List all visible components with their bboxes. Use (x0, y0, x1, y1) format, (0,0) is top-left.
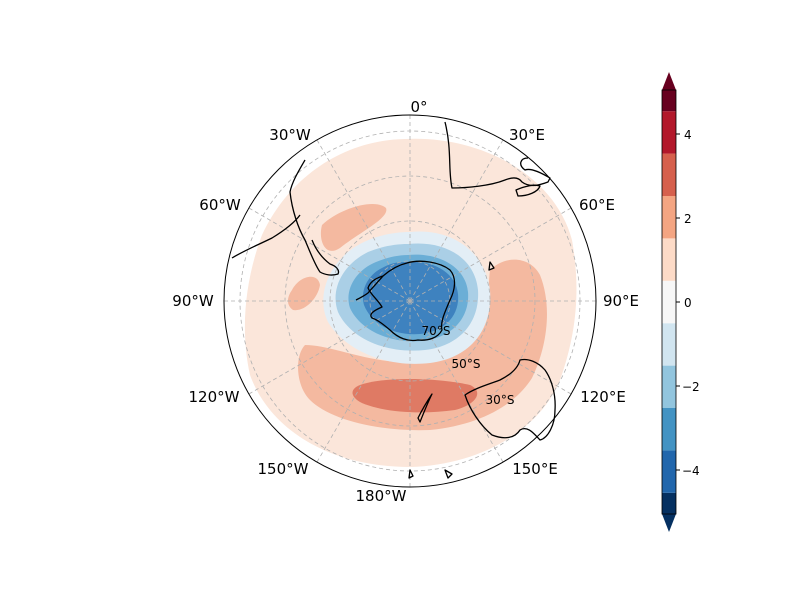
lon-label-90e: 90°E (603, 292, 639, 310)
lat-label-50s: 50°S (452, 357, 481, 371)
colorbar-segment (662, 492, 676, 514)
colorbar-segments (662, 90, 676, 514)
lon-label-30e: 30°E (509, 126, 545, 144)
colorbar-label-2: 2 (684, 212, 692, 226)
meridian-line (409, 300, 504, 463)
lon-label-150w: 150°W (258, 460, 309, 478)
colorbar-label-neg4: −4 (682, 464, 700, 478)
colorbar-segment (662, 408, 676, 451)
colorbar-ticks (676, 133, 680, 471)
coast-antarctica (367, 260, 456, 342)
colorbar-label-0: 0 (684, 296, 692, 310)
meridian-line (248, 300, 411, 395)
coast-south-america (289, 159, 340, 276)
colorbar-segment (662, 323, 676, 366)
colorbar-segment (662, 90, 676, 112)
latitude-labels: 70°S 50°S 30°S (422, 324, 515, 407)
contour-positive-lobe-west (320, 204, 387, 251)
colorbar-max-extend (662, 72, 676, 90)
colorbar-label-neg2: −2 (682, 380, 700, 394)
parallel-30s (284, 175, 536, 427)
coast-australia (464, 358, 556, 441)
contour-positive-lobe-90w (288, 276, 320, 311)
lon-label-60e: 60°E (579, 196, 615, 214)
lon-label-180w: 180°W (356, 487, 407, 505)
coast-new-zealand (408, 393, 433, 479)
longitude-labels: 0° 30°E 60°E 90°E 120°E 150°E 180°W 150°… (172, 98, 639, 505)
contour-positive-core (352, 378, 478, 413)
contour-negative-ring-4 (362, 261, 459, 335)
colorbar-min-extend (662, 514, 676, 532)
lon-label-30w: 30°W (269, 126, 311, 144)
colorbar: 4 2 0 −2 −4 (661, 72, 700, 532)
colorbar-label-4: 4 (684, 128, 692, 142)
meridians (224, 115, 596, 487)
colorbar-segment (662, 238, 676, 281)
lon-label-120w: 120°W (189, 388, 240, 406)
colorbar-segment (662, 196, 676, 239)
map-boundary (223, 114, 597, 488)
colorbar-segment (662, 111, 676, 154)
lon-label-150e: 150°E (512, 460, 558, 478)
colorbar-segment (662, 365, 676, 408)
coast-madagascar (515, 184, 541, 197)
meridian-line (409, 300, 572, 395)
coast-island-south (444, 469, 453, 479)
meridian-line (409, 207, 572, 302)
colorbar-segment (662, 280, 676, 324)
lon-label-120e: 120°E (580, 388, 626, 406)
meridian-line (409, 139, 504, 302)
coast-antarctic-peninsula (355, 275, 384, 301)
coastlines (231, 121, 556, 479)
meridian-line (316, 300, 411, 463)
coast-south-america-west (231, 214, 301, 259)
lat-label-30s: 30°S (486, 393, 515, 407)
coast-tasmania (488, 261, 495, 271)
colorbar-segment (662, 450, 676, 493)
meridian-line (248, 207, 411, 302)
meridian-line (316, 139, 411, 302)
lon-label-90w: 90°W (172, 292, 214, 310)
colorbar-segment (662, 153, 676, 196)
coast-africa (444, 121, 551, 189)
lon-label-60w: 60°W (199, 196, 241, 214)
lat-label-70s: 70°S (422, 324, 451, 338)
lon-label-0: 0° (410, 98, 427, 116)
